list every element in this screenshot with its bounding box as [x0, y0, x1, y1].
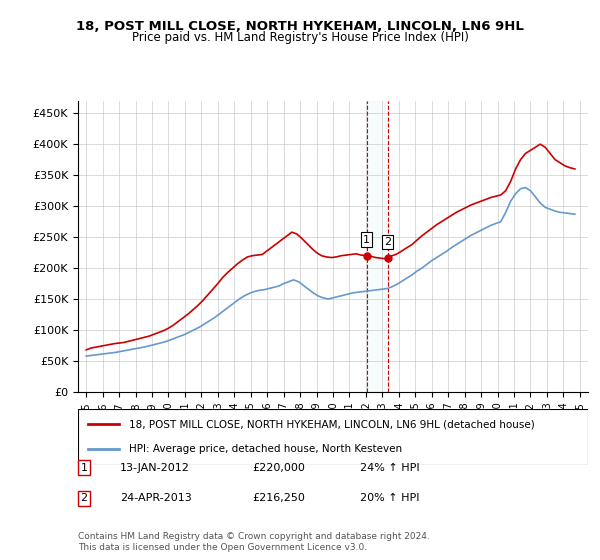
- Text: 1: 1: [363, 235, 370, 245]
- Text: 2: 2: [384, 237, 391, 247]
- Text: £220,000: £220,000: [252, 463, 305, 473]
- Text: 24-APR-2013: 24-APR-2013: [120, 493, 192, 503]
- Text: 18, POST MILL CLOSE, NORTH HYKEHAM, LINCOLN, LN6 9HL: 18, POST MILL CLOSE, NORTH HYKEHAM, LINC…: [76, 20, 524, 32]
- Text: Price paid vs. HM Land Registry's House Price Index (HPI): Price paid vs. HM Land Registry's House …: [131, 31, 469, 44]
- Text: 18, POST MILL CLOSE, NORTH HYKEHAM, LINCOLN, LN6 9HL (detached house): 18, POST MILL CLOSE, NORTH HYKEHAM, LINC…: [129, 419, 535, 430]
- Text: £216,250: £216,250: [252, 493, 305, 503]
- Text: 2: 2: [80, 493, 88, 503]
- Text: Contains HM Land Registry data © Crown copyright and database right 2024.
This d: Contains HM Land Registry data © Crown c…: [78, 532, 430, 552]
- Bar: [367, 101, 388, 392]
- FancyBboxPatch shape: [78, 409, 588, 465]
- Text: 24% ↑ HPI: 24% ↑ HPI: [360, 463, 419, 473]
- Text: 20% ↑ HPI: 20% ↑ HPI: [360, 493, 419, 503]
- Text: 1: 1: [80, 463, 88, 473]
- Text: 13-JAN-2012: 13-JAN-2012: [120, 463, 190, 473]
- Text: HPI: Average price, detached house, North Kesteven: HPI: Average price, detached house, Nort…: [129, 444, 402, 454]
